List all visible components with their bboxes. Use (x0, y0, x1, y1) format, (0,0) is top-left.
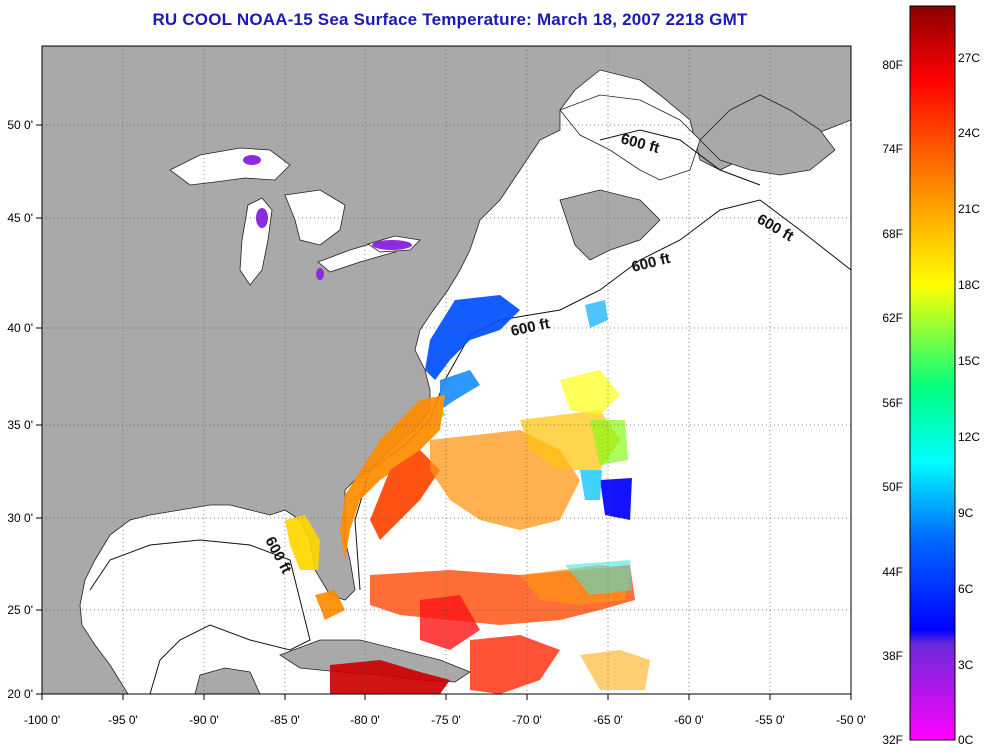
yucatan-land (194, 667, 261, 694)
lake-huron (284, 189, 346, 246)
fahrenheit-label: 62F (882, 311, 903, 325)
celsius-label: 18C (958, 278, 980, 292)
celsius-label: 24C (958, 126, 980, 140)
lake-sst-cold-patch (243, 155, 261, 165)
lat-tick-label: 30 0' (7, 511, 33, 525)
lat-tick-label: 25 0' (7, 603, 33, 617)
lat-tick-label: 40 0' (7, 321, 33, 335)
lake-sst-cold-patch (372, 240, 412, 250)
lat-axis-labels: 50 0' 45 0' 40 0' 35 0' 30 0' 25 0' 20 0… (7, 118, 33, 701)
celsius-label: 15C (958, 354, 980, 368)
newfoundland-land (699, 94, 836, 176)
lon-tick-label: -70 0' (512, 713, 542, 727)
lon-tick-label: -90 0' (189, 713, 219, 727)
gulf-contour-line (89, 539, 311, 694)
colorbar (909, 5, 956, 741)
lon-tick-label: -65 0' (593, 713, 623, 727)
fahrenheit-label: 74F (882, 142, 903, 156)
lat-tick-label: 45 0' (7, 211, 33, 225)
lon-tick-label: -75 0' (431, 713, 461, 727)
fahrenheit-label: 68F (882, 227, 903, 241)
fahrenheit-label: 56F (882, 396, 903, 410)
graticule (42, 46, 851, 694)
fahrenheit-label: 38F (882, 649, 903, 663)
celsius-label: 0C (958, 733, 974, 747)
colorbar-fahrenheit-labels: 80F 74F 68F 62F 56F 50F 44F 38F 32F (882, 58, 903, 747)
fahrenheit-label: 50F (882, 480, 903, 494)
lake-superior (169, 147, 291, 186)
map-title: RU COOL NOAA-15 Sea Surface Temperature:… (152, 10, 748, 29)
lake-sst-cold-patch (316, 268, 324, 280)
lon-tick-label: -100 0' (24, 713, 60, 727)
fahrenheit-label: 44F (882, 565, 903, 579)
st-lawrence-gulf (559, 94, 701, 181)
fahrenheit-label: 32F (882, 733, 903, 747)
sst-swath (285, 295, 650, 694)
lat-tick-label: 50 0' (7, 118, 33, 132)
lon-tick-label: -95 0' (108, 713, 138, 727)
lon-axis-labels: -100 0' -95 0' -90 0' -85 0' -80 0' -75 … (24, 713, 866, 727)
celsius-label: 3C (958, 658, 974, 672)
lat-tick-label: 20 0' (7, 687, 33, 701)
lat-tick-label: 35 0' (7, 418, 33, 432)
lon-tick-label: -80 0' (350, 713, 380, 727)
nova-scotia-land (559, 189, 661, 261)
lon-tick-label: -85 0' (270, 713, 300, 727)
tick-marks (36, 124, 852, 700)
celsius-label: 27C (958, 51, 980, 65)
fahrenheit-label: 80F (882, 58, 903, 72)
lon-tick-label: -50 0' (836, 713, 866, 727)
lon-tick-label: -55 0' (755, 713, 785, 727)
celsius-label: 9C (958, 506, 974, 520)
celsius-label: 12C (958, 430, 980, 444)
shelf-contour-line (599, 129, 761, 186)
celsius-label: 6C (958, 582, 974, 596)
celsius-label: 21C (958, 202, 980, 216)
colorbar-celsius-labels: 27C 24C 21C 18C 15C 12C 9C 6C 3C 0C (958, 51, 980, 747)
lon-tick-label: -60 0' (674, 713, 704, 727)
